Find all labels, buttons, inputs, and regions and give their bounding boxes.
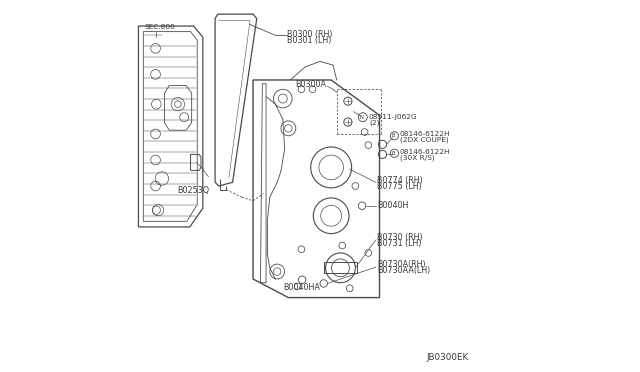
Text: B0300 (RH): B0300 (RH): [287, 30, 333, 39]
Text: (2): (2): [369, 120, 380, 126]
Text: 08146-6122H: 08146-6122H: [399, 149, 450, 155]
Text: B0730A(RH): B0730A(RH): [377, 260, 426, 269]
Text: B: B: [392, 151, 396, 156]
Text: B0253Q: B0253Q: [177, 186, 209, 195]
Text: (30X R/S): (30X R/S): [399, 154, 435, 161]
Bar: [324, 262, 357, 273]
Text: 08146-6122H: 08146-6122H: [399, 131, 450, 137]
Text: SEC.800: SEC.800: [145, 24, 175, 30]
Text: N: N: [360, 115, 364, 120]
Text: B0731 (LH): B0731 (LH): [377, 239, 421, 248]
Text: JB0300EK: JB0300EK: [426, 353, 468, 362]
Text: 08911-J062G: 08911-J062G: [369, 114, 417, 120]
Text: B0040HA: B0040HA: [283, 283, 319, 292]
Text: B0040H: B0040H: [377, 201, 408, 210]
Text: B0730 (RH): B0730 (RH): [377, 233, 422, 242]
Text: B0774 (RH): B0774 (RH): [377, 176, 422, 185]
Text: B0300A: B0300A: [295, 80, 326, 89]
Text: B0775 (LH): B0775 (LH): [377, 182, 422, 191]
Text: B0301 (LH): B0301 (LH): [287, 36, 332, 45]
Text: B0730AA(LH): B0730AA(LH): [377, 266, 430, 275]
Text: B: B: [392, 133, 396, 138]
Text: (2DX COUPE): (2DX COUPE): [399, 137, 449, 143]
